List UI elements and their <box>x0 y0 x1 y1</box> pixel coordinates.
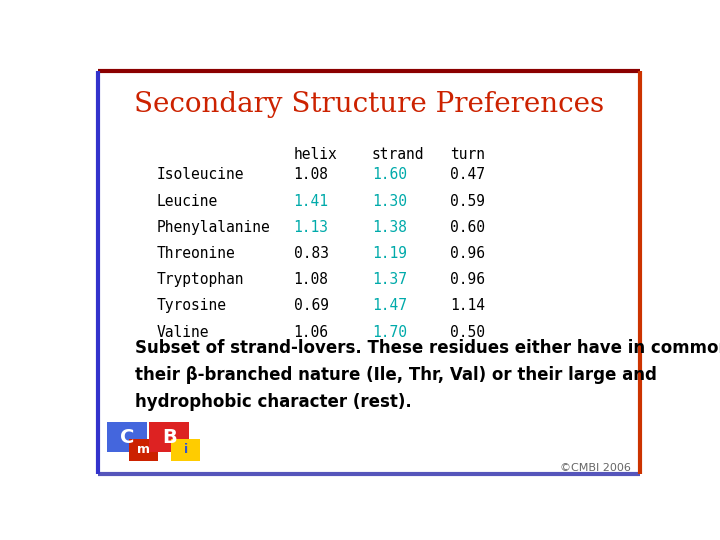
Text: 1.13: 1.13 <box>294 220 328 235</box>
Text: B: B <box>162 428 176 447</box>
Text: hydrophobic character (rest).: hydrophobic character (rest). <box>135 393 411 410</box>
Text: Threonine: Threonine <box>157 246 235 261</box>
FancyBboxPatch shape <box>171 439 200 461</box>
Text: 0.60: 0.60 <box>450 220 485 235</box>
Text: ©CMBI 2006: ©CMBI 2006 <box>560 463 631 473</box>
Text: 0.96: 0.96 <box>450 272 485 287</box>
Text: helix: helix <box>294 147 338 161</box>
FancyBboxPatch shape <box>149 422 189 452</box>
Text: Valine: Valine <box>157 325 210 340</box>
Text: 1.14: 1.14 <box>450 299 485 313</box>
Text: Subset of strand-lovers. These residues either have in common: Subset of strand-lovers. These residues … <box>135 339 720 356</box>
FancyBboxPatch shape <box>129 439 158 461</box>
Text: 1.41: 1.41 <box>294 194 328 208</box>
Text: 1.38: 1.38 <box>372 220 407 235</box>
Text: 1.47: 1.47 <box>372 299 407 313</box>
Text: turn: turn <box>450 147 485 161</box>
Text: 1.37: 1.37 <box>372 272 407 287</box>
Text: 1.60: 1.60 <box>372 167 407 183</box>
Text: Leucine: Leucine <box>157 194 218 208</box>
Text: C: C <box>120 428 134 447</box>
Text: 1.70: 1.70 <box>372 325 407 340</box>
Text: Isoleucine: Isoleucine <box>157 167 245 183</box>
Text: 1.19: 1.19 <box>372 246 407 261</box>
FancyBboxPatch shape <box>107 422 147 452</box>
Text: 1.08: 1.08 <box>294 167 328 183</box>
Text: 0.96: 0.96 <box>450 246 485 261</box>
Text: 1.08: 1.08 <box>294 272 328 287</box>
Text: 1.06: 1.06 <box>294 325 328 340</box>
Text: 0.50: 0.50 <box>450 325 485 340</box>
Text: m: m <box>137 443 150 456</box>
Text: strand: strand <box>372 147 424 161</box>
Text: Secondary Structure Preferences: Secondary Structure Preferences <box>134 91 604 118</box>
Text: Tryptophan: Tryptophan <box>157 272 245 287</box>
Text: 0.59: 0.59 <box>450 194 485 208</box>
Text: 0.69: 0.69 <box>294 299 328 313</box>
Text: Phenylalanine: Phenylalanine <box>157 220 271 235</box>
Text: 1.30: 1.30 <box>372 194 407 208</box>
Text: Tyrosine: Tyrosine <box>157 299 227 313</box>
Text: their β-branched nature (Ile, Thr, Val) or their large and: their β-branched nature (Ile, Thr, Val) … <box>135 366 657 383</box>
Text: 0.47: 0.47 <box>450 167 485 183</box>
Text: 0.83: 0.83 <box>294 246 328 261</box>
Text: i: i <box>184 443 188 456</box>
